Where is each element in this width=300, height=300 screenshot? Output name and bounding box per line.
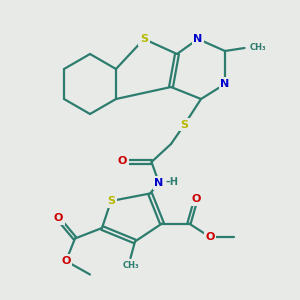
Text: –H: –H bbox=[165, 177, 178, 188]
Text: O: O bbox=[118, 155, 127, 166]
Text: O: O bbox=[192, 194, 201, 204]
Text: O: O bbox=[61, 256, 71, 266]
Text: S: S bbox=[181, 119, 188, 130]
Text: CH₃: CH₃ bbox=[122, 261, 139, 270]
Text: O: O bbox=[54, 213, 63, 223]
Text: N: N bbox=[220, 79, 230, 89]
Text: S: S bbox=[140, 34, 148, 44]
Text: O: O bbox=[205, 232, 215, 242]
Text: N: N bbox=[194, 34, 202, 44]
Text: N: N bbox=[154, 178, 164, 188]
Text: S: S bbox=[107, 196, 115, 206]
Text: CH₃: CH₃ bbox=[250, 44, 266, 52]
